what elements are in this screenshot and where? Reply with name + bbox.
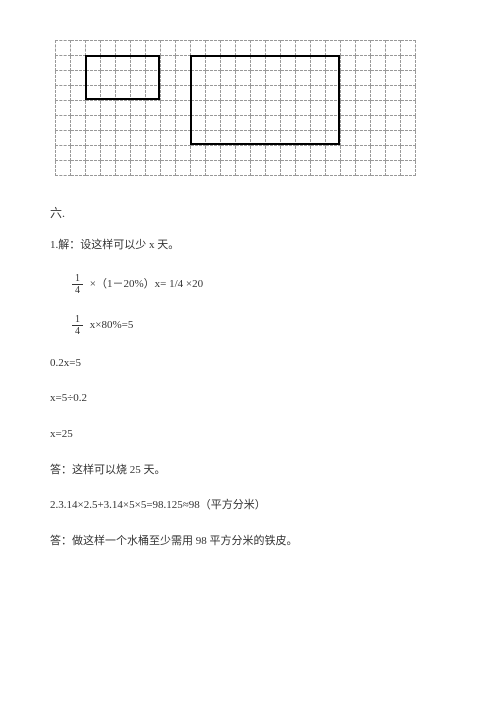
rectangle-large xyxy=(190,55,340,145)
eq2-tail: x×80%=5 xyxy=(90,319,134,331)
q2-line-1: 2.3.14×2.5+3.14×5×5=98.125≈98（平方分米） xyxy=(50,497,450,515)
q1-equation-4: x=5÷0.2 xyxy=(50,390,450,408)
q1-equation-3: 0.2x=5 xyxy=(50,355,450,373)
fraction-one-quarter: 1 4 xyxy=(72,273,83,296)
q1-equation-1: 1 4 ×（1－20%）x= 1/4 ×20 xyxy=(50,273,450,296)
rectangle-small xyxy=(85,55,160,100)
eq1-mid: ×（1－20%）x= xyxy=(90,278,167,290)
fraction-one-quarter: 1 4 xyxy=(72,314,83,337)
q1-equation-5: x=25 xyxy=(50,426,450,444)
section-heading: 六. xyxy=(50,204,450,223)
q1-answer: 答：这样可以烧 25 天。 xyxy=(50,462,450,480)
q1-equation-2: 1 4 x×80%=5 xyxy=(50,314,450,337)
grid-figure xyxy=(55,40,450,176)
q2-line-2: 答：做这样一个水桶至少需用 98 平方分米的铁皮。 xyxy=(50,533,450,551)
q1-opening: 1.解：设这样可以少 x 天。 xyxy=(50,237,450,255)
eq1-tail: 1/4 ×20 xyxy=(169,278,203,290)
